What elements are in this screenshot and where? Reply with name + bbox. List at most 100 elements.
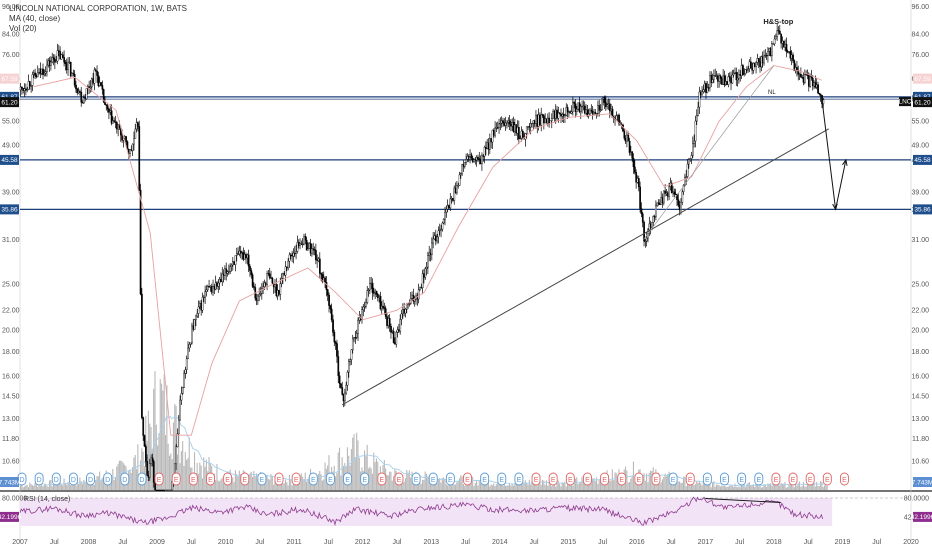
badge-rsi (0, 511, 19, 522)
right-tick-label: 25.00 (911, 281, 929, 288)
volume-bar (470, 480, 472, 490)
candle-body (26, 89, 29, 91)
candle-body (707, 87, 710, 89)
volume-bar (444, 479, 446, 490)
candle-body (261, 288, 263, 294)
candle-body (292, 252, 295, 257)
earnings-marker-label: E (225, 477, 230, 484)
candle-body (71, 73, 73, 77)
candle-body (77, 91, 80, 93)
volume-bar (760, 487, 762, 490)
volume-bar (68, 483, 70, 490)
volume-bar (188, 437, 190, 490)
volume-bar (63, 478, 65, 490)
volume-bar (457, 480, 459, 490)
candle-body (436, 236, 439, 242)
candle-body (566, 107, 569, 113)
volume-bar (287, 485, 289, 490)
volume-bar (133, 457, 135, 490)
candle-body (27, 81, 30, 90)
candle-body (214, 282, 217, 290)
earnings-marker (737, 472, 747, 486)
volume-bar (552, 483, 554, 490)
earnings-marker-label: E (705, 477, 710, 484)
volume-bar (646, 473, 648, 490)
candle-body (463, 162, 466, 167)
candle-body (224, 268, 226, 276)
candle-body (482, 155, 485, 157)
volume-bar (563, 482, 565, 490)
volume-bar (296, 482, 298, 490)
volume-bar (603, 481, 605, 490)
candle-body (308, 242, 311, 249)
candle-body (257, 295, 259, 301)
candle-body (798, 73, 801, 76)
volume-bar (617, 476, 619, 490)
candle-body (196, 313, 199, 317)
candle-body (291, 254, 294, 257)
earnings-marker-label: D (54, 477, 59, 484)
legend-ma: MA (40, close) (9, 14, 61, 23)
volume-bar (740, 484, 743, 490)
candle-body (471, 157, 474, 162)
candle-body (450, 198, 453, 200)
candle-body (92, 78, 94, 84)
candle-body (102, 89, 105, 102)
candle-body (158, 489, 160, 492)
volume-bar (758, 486, 760, 490)
candle-body (554, 109, 557, 119)
candle-body (304, 236, 307, 241)
left-tick-label: 76.00 (2, 52, 20, 59)
volume-bar (110, 478, 113, 490)
candle-body (325, 282, 328, 290)
candle-body (143, 435, 146, 447)
volume-bar (772, 484, 774, 490)
volume-bar (814, 486, 816, 490)
candle-body (253, 286, 255, 288)
candle-body (184, 369, 187, 374)
candle-body (94, 69, 97, 72)
volume-bar (592, 478, 594, 490)
volume-bar (93, 484, 95, 490)
volume-bar (545, 480, 548, 490)
candle-body (345, 384, 348, 394)
volume-bar (518, 482, 520, 490)
candle-body (56, 50, 59, 62)
candle-body (96, 71, 98, 76)
candle-body (187, 347, 189, 360)
candle-body (400, 313, 403, 320)
candle-body (110, 110, 113, 124)
volume-bar (540, 484, 542, 490)
volume-bar (505, 485, 507, 490)
volume-bar (647, 482, 649, 490)
candle-body (751, 67, 754, 71)
volume-bar (780, 482, 782, 490)
earnings-marker (840, 472, 849, 486)
volume-bar (222, 482, 225, 490)
candle-body (660, 197, 663, 205)
volume-bar (337, 452, 339, 490)
volume-bar (92, 484, 94, 490)
volume-bar (406, 469, 408, 490)
volume-bar (59, 481, 61, 490)
candle-body (267, 273, 270, 275)
left-tick-label: 84.00 (2, 31, 20, 38)
volume-bar (734, 483, 736, 490)
volume-bar (171, 459, 173, 490)
candle-body (532, 120, 535, 124)
candle-body (793, 60, 796, 72)
volume-bar (215, 480, 217, 490)
badge-67-59 (913, 73, 932, 84)
candle-body (644, 240, 647, 243)
earnings-marker-label: E (791, 477, 796, 484)
rsi-band (20, 498, 833, 526)
volume-bar (95, 479, 97, 490)
volume-bar (810, 483, 812, 490)
candle-body (628, 140, 631, 153)
candle-body (473, 159, 475, 162)
volume-bar (21, 484, 23, 490)
volume-bar (524, 480, 526, 490)
volume-bar (731, 485, 733, 490)
volume-bar (711, 482, 714, 490)
